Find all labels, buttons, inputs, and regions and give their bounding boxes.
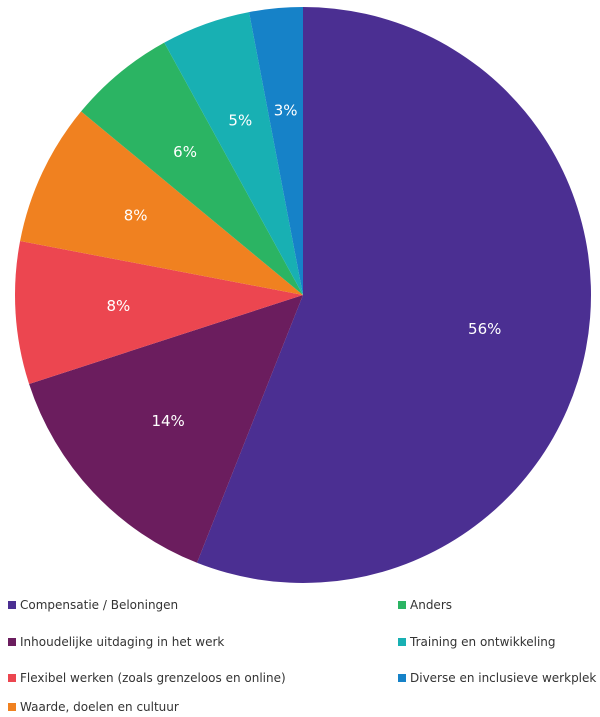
legend-item: Compensatie / Beloningen [8, 598, 178, 612]
slice-value-label: 5% [228, 111, 252, 129]
slice-value-label: 56% [468, 320, 501, 338]
legend-label: Training en ontwikkeling [410, 635, 556, 649]
legend-label: Inhoudelijke uitdaging in het werk [20, 635, 225, 649]
legend-item: Flexibel werken (zoals grenzeloos en onl… [8, 671, 286, 685]
legend-swatch [8, 703, 16, 711]
pie-slice [14, 241, 304, 384]
legend-swatch [398, 638, 406, 646]
pie-slice [249, 7, 303, 295]
pie-slice [20, 111, 304, 295]
legend-swatch [398, 601, 406, 609]
pie-chart: 56% 14% 8% 8% 6% 5% 3% [14, 7, 591, 583]
slice-value-label: 8% [106, 297, 130, 315]
legend-label: Diverse en inclusieve werkplek [410, 671, 597, 685]
legend-item: Training en ontwikkeling [398, 635, 556, 649]
slice-value-label: 3% [274, 101, 298, 119]
legend-label: Anders [410, 598, 452, 612]
legend-item: Diverse en inclusieve werkplek [398, 671, 596, 685]
legend-swatch [8, 674, 16, 682]
legend-swatch [8, 601, 16, 609]
pie-slice [164, 12, 303, 296]
slice-value-label: 8% [124, 207, 148, 225]
slice-value-label: 6% [173, 143, 197, 161]
legend-swatch [398, 674, 406, 682]
pie-slice [29, 295, 303, 563]
legend-label: Waarde, doelen en cultuur [20, 700, 179, 714]
legend-item: Anders [398, 598, 452, 612]
legend-item: Waarde, doelen en cultuur [8, 700, 179, 714]
legend-item: Inhoudelijke uitdaging in het werk [8, 635, 224, 649]
legend-swatch [8, 638, 16, 646]
slice-value-label: 14% [151, 412, 184, 430]
pie-slice [196, 7, 591, 583]
legend-label: Flexibel werken (zoals grenzeloos en onl… [20, 671, 286, 685]
pie-slice [81, 42, 303, 296]
legend-label: Compensatie / Beloningen [20, 598, 179, 612]
